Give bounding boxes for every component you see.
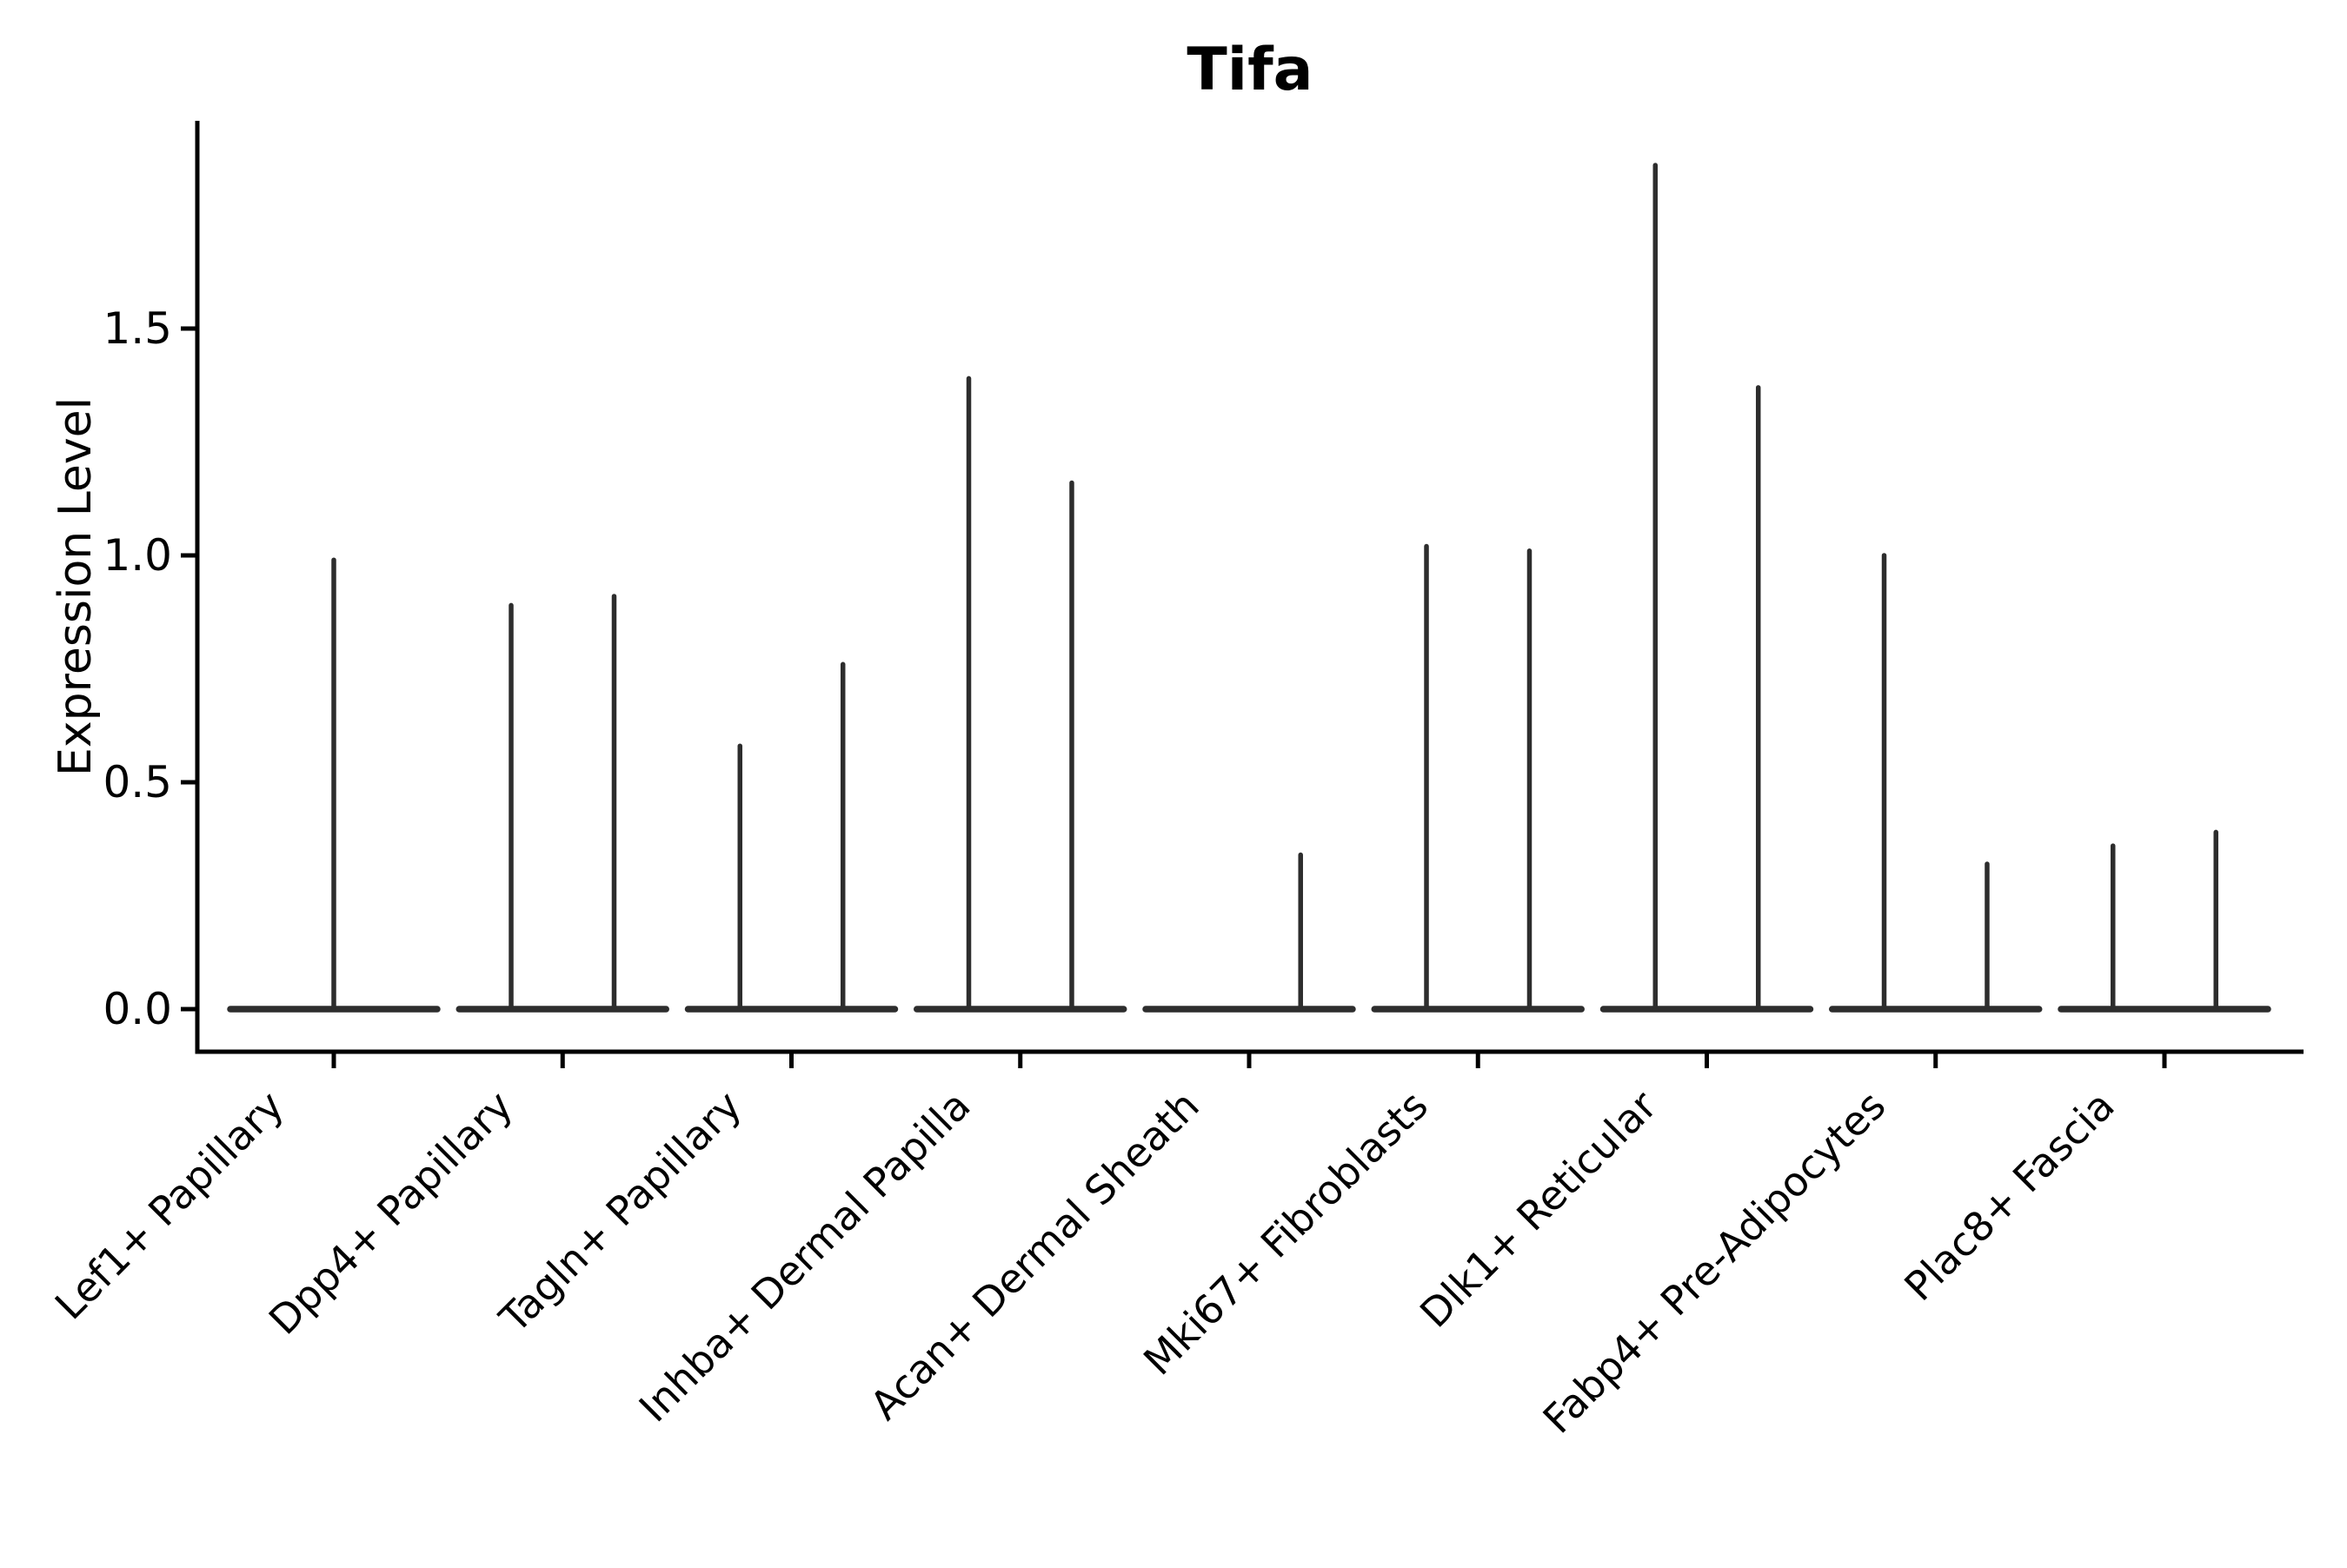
x-tick-label: Dpp4+ Papillary xyxy=(260,1082,522,1344)
chart-title: Tifa xyxy=(1187,36,1313,104)
axes-layer xyxy=(181,121,2304,1068)
y-tick-label: 1.5 xyxy=(103,303,172,354)
y-tick-label: 1.0 xyxy=(103,530,172,581)
x-tick-label: Dlk1+ Reticular xyxy=(1411,1082,1666,1337)
x-tick-label: Lef1+ Papillary xyxy=(46,1082,293,1329)
y-tick-label: 0.5 xyxy=(103,757,172,807)
x-tick-label: Plac8+ Fascia xyxy=(1895,1082,2123,1310)
violins-layer xyxy=(227,163,2271,1013)
y-axis-label: Expression Level xyxy=(50,397,102,776)
x-tick-label: Tagln+ Papillary xyxy=(490,1082,751,1343)
y-tick-label: 0.0 xyxy=(103,984,172,1034)
